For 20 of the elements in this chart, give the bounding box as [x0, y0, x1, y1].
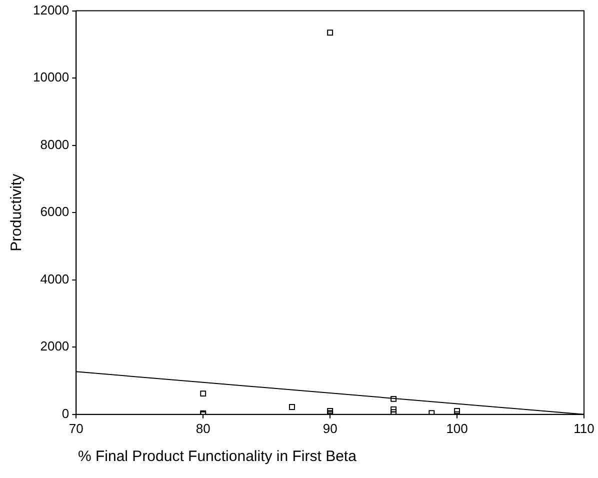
point	[327, 30, 334, 36]
point	[289, 404, 295, 410]
x-tick-label: 100	[446, 420, 468, 436]
x-axis-title: % Final Product Functionality in First Beta	[78, 448, 356, 465]
x-tick-label: 70	[68, 420, 84, 436]
x-tick-label: 110	[574, 420, 594, 436]
x-tick-label: 90	[322, 420, 338, 436]
x-tick-label: 80	[196, 420, 210, 436]
y-tick-label: 0	[62, 406, 70, 421]
point	[390, 396, 397, 402]
y-tick-label: 6000	[40, 204, 70, 220]
y-tick-label: 8000	[40, 136, 70, 152]
y-tick-label: 2000	[40, 338, 70, 354]
point	[327, 408, 334, 414]
y-tick-label: 10000	[32, 70, 70, 85]
point	[200, 390, 206, 397]
y-axis-title: Productivity	[8, 173, 26, 252]
y-tick-label: 4000	[40, 271, 70, 286]
y-tick-label: 12000	[32, 2, 70, 18]
point	[454, 408, 460, 414]
